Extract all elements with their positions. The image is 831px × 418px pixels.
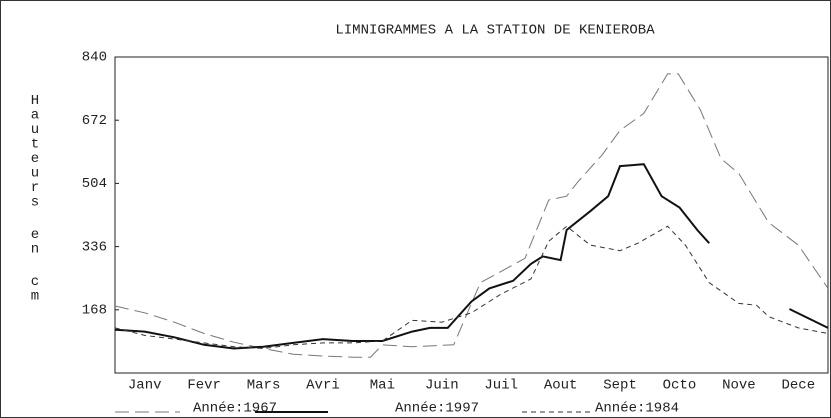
y-tick-label: 168 [82, 303, 107, 319]
y-tick-label: 672 [82, 113, 107, 129]
series-line [114, 73, 829, 358]
x-tick-label: Octo [663, 378, 697, 394]
x-tick-label: Janv [128, 378, 162, 394]
x-tick-label: Aout [544, 378, 578, 394]
legend-label: Année:1984 [595, 401, 679, 417]
legend-label: Année:1997 [395, 401, 479, 417]
x-tick-label: Fevr [187, 378, 221, 394]
y-tick-label: 840 [82, 50, 107, 66]
x-tick-label: Juil [484, 378, 518, 394]
x-tick-label: Nove [722, 378, 756, 394]
y-tick-label: 336 [82, 239, 107, 255]
x-tick-label: Mars [247, 378, 281, 394]
legend-label: Année:1967 [193, 401, 277, 417]
y-tick-label: 504 [82, 176, 107, 192]
plot-frame [114, 56, 829, 374]
series-line [114, 225, 829, 350]
chart-title: LIMNIGRAMMES A LA STATION DE KENIEROBA [335, 23, 655, 39]
x-tick-label: Dece [781, 378, 815, 394]
x-tick-label: Avri [306, 378, 340, 394]
x-tick-label: Mai [370, 378, 395, 394]
x-tick-label: Juin [425, 378, 459, 394]
x-tick-label: Sept [603, 378, 637, 394]
series-line [114, 163, 829, 350]
